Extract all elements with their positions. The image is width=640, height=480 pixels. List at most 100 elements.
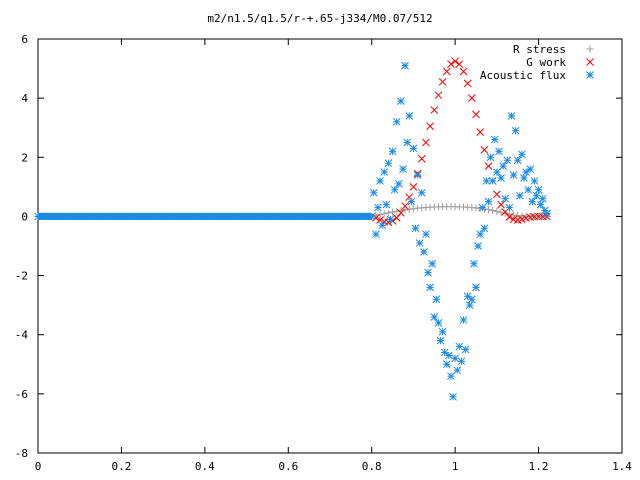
data-point xyxy=(451,57,459,66)
data-point xyxy=(459,67,468,76)
data-point xyxy=(436,336,445,345)
data-point xyxy=(501,209,509,217)
data-point xyxy=(434,319,443,327)
data-point xyxy=(409,183,418,191)
data-point xyxy=(405,205,413,213)
data-point xyxy=(463,292,472,301)
data-point xyxy=(397,209,405,217)
data-point xyxy=(524,185,532,194)
data-point xyxy=(409,144,418,153)
data-point xyxy=(390,185,399,194)
data-point xyxy=(420,248,428,256)
data-point xyxy=(401,202,409,210)
data-point xyxy=(520,174,528,182)
data-point xyxy=(507,112,516,120)
data-point xyxy=(488,177,497,185)
data-point xyxy=(518,150,526,159)
data-point xyxy=(388,147,397,156)
data-point xyxy=(501,194,510,203)
y-tick-label: -6 xyxy=(15,388,28,401)
data-point xyxy=(472,204,480,212)
series-g-work xyxy=(367,57,551,227)
data-point xyxy=(417,188,426,197)
data-point xyxy=(476,230,485,239)
data-point xyxy=(445,351,453,360)
data-point xyxy=(493,190,501,199)
data-point xyxy=(476,128,485,137)
axes: 0 0.2 0.4 0.6 0.8 1 1.2 1.4 -8 -6 -4 -2 0 2 4 6 xyxy=(15,33,633,473)
y-tick-label: -2 xyxy=(15,270,28,283)
data-point xyxy=(497,208,505,216)
data-point xyxy=(394,180,403,188)
data-point xyxy=(465,301,474,309)
data-point xyxy=(493,168,501,176)
data-point xyxy=(376,211,384,219)
data-point xyxy=(482,177,491,185)
x-tick-label: 1.4 xyxy=(612,460,632,473)
data-point xyxy=(513,156,522,165)
data-point xyxy=(392,214,401,222)
data-point xyxy=(440,348,449,357)
data-point xyxy=(442,67,451,76)
data-point xyxy=(422,138,430,147)
y-tick-label: -4 xyxy=(15,329,29,342)
data-point xyxy=(399,165,407,173)
legend-marker-r-stress xyxy=(586,45,594,53)
data-point xyxy=(451,354,459,363)
legend-marker-g-work xyxy=(586,58,594,66)
data-point xyxy=(392,117,401,126)
data-point xyxy=(459,316,468,324)
data-point xyxy=(382,200,391,209)
data-point xyxy=(417,154,426,163)
data-point xyxy=(485,206,493,214)
data-point xyxy=(534,185,543,194)
data-point xyxy=(372,214,380,222)
data-point xyxy=(515,191,524,200)
y-tick-label: 0 xyxy=(21,210,28,223)
data-point xyxy=(536,200,545,209)
data-point xyxy=(480,224,489,233)
data-point xyxy=(470,259,478,268)
x-tick-label: 1 xyxy=(452,460,459,473)
data-point xyxy=(442,360,451,369)
data-point xyxy=(372,230,380,239)
data-point xyxy=(453,366,462,375)
data-point xyxy=(490,135,499,144)
data-point xyxy=(403,138,412,147)
data-point xyxy=(499,162,507,171)
data-point xyxy=(401,61,409,70)
data-point xyxy=(401,206,409,214)
data-point xyxy=(509,171,518,179)
data-point xyxy=(493,207,501,215)
data-point xyxy=(384,209,392,217)
data-point xyxy=(422,230,430,239)
x-tick-label: 0.2 xyxy=(111,460,131,473)
data-point xyxy=(526,165,535,173)
data-point xyxy=(528,197,537,206)
data-point xyxy=(432,295,441,304)
data-point xyxy=(497,174,505,182)
data-point xyxy=(495,147,503,156)
data-point xyxy=(426,283,434,292)
data-point xyxy=(386,215,395,224)
data-point xyxy=(484,197,493,206)
data-point xyxy=(430,106,439,114)
y-tick-label: 6 xyxy=(21,33,28,46)
data-point xyxy=(426,122,434,131)
data-point xyxy=(389,208,397,216)
y-tick-label: -8 xyxy=(15,447,28,460)
data-point xyxy=(505,203,514,212)
data-point xyxy=(497,200,505,209)
data-point xyxy=(411,224,420,233)
x-tick-label: 0.4 xyxy=(195,460,215,473)
data-point xyxy=(480,146,489,154)
legend-label-r-stress: R stress xyxy=(513,43,566,56)
y-tick-label: 4 xyxy=(21,92,28,105)
data-point xyxy=(543,209,551,218)
data-point xyxy=(538,194,547,203)
data-point xyxy=(478,203,487,212)
data-point xyxy=(405,112,414,120)
data-point xyxy=(409,205,417,213)
